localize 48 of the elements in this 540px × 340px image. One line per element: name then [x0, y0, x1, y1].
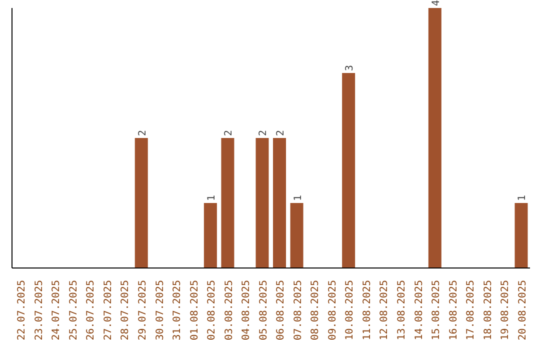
x-tick-label: 17.08.2025: [466, 280, 477, 340]
x-tick-label: 10.08.2025: [344, 280, 356, 340]
bar: [221, 138, 234, 268]
bar: [428, 8, 442, 268]
bar: [290, 203, 304, 268]
x-tick-label: 25.07.2025: [68, 280, 80, 340]
data-label: 2: [258, 130, 270, 136]
x-tick-label: 04.08.2025: [241, 280, 252, 340]
x-tick-label: 22.07.2025: [16, 280, 28, 340]
data-label: 4: [430, 0, 442, 6]
data-label: 1: [206, 194, 218, 201]
bar: [204, 203, 217, 268]
data-label: 1: [292, 194, 304, 201]
x-tick-label: 16.08.2025: [448, 280, 460, 340]
x-tick-label: 23.07.2025: [34, 280, 45, 340]
bar: [134, 138, 148, 268]
x-tick-label: 12.08.2025: [379, 280, 390, 340]
x-tick-label: 02.08.2025: [206, 280, 218, 340]
x-tick-label: 01.08.2025: [189, 280, 200, 340]
x-tick-label: 07.08.2025: [292, 280, 304, 340]
bar: [256, 138, 269, 268]
data-label: 2: [137, 130, 148, 136]
x-tick-label: 24.07.2025: [51, 280, 62, 340]
data-label: 1: [517, 194, 528, 201]
x-tick-label: 20.08.2025: [517, 280, 528, 340]
x-tick-label: 31.07.2025: [172, 280, 184, 340]
x-tick-label: 11.08.2025: [362, 280, 373, 340]
data-label: 2: [224, 130, 235, 136]
bar: [514, 203, 528, 268]
x-tick-label: 05.08.2025: [258, 280, 270, 340]
x-tick-label: 13.08.2025: [396, 280, 408, 340]
x-tick-label: 06.08.2025: [276, 280, 287, 340]
x-tick-label: 14.08.2025: [414, 280, 425, 340]
x-tick-label: 28.07.2025: [120, 280, 132, 340]
x-tick-label: 15.08.2025: [431, 280, 442, 340]
x-tick-label: 08.08.2025: [310, 280, 322, 340]
bar: [273, 138, 286, 268]
x-tick-label: 29.07.2025: [138, 280, 148, 340]
x-tick-label: 27.07.2025: [102, 280, 114, 340]
x-tick-label: 03.08.2025: [224, 280, 235, 340]
x-tick-label: 30.07.2025: [154, 280, 166, 340]
x-tick-label: 18.08.2025: [482, 280, 494, 340]
x-tick-label: 26.07.2025: [86, 280, 97, 340]
data-label: 2: [276, 130, 286, 136]
x-tick-label: 19.08.2025: [500, 280, 512, 340]
bar: [342, 73, 356, 268]
x-tick-label: 09.08.2025: [327, 280, 338, 340]
data-label: 3: [344, 64, 356, 71]
